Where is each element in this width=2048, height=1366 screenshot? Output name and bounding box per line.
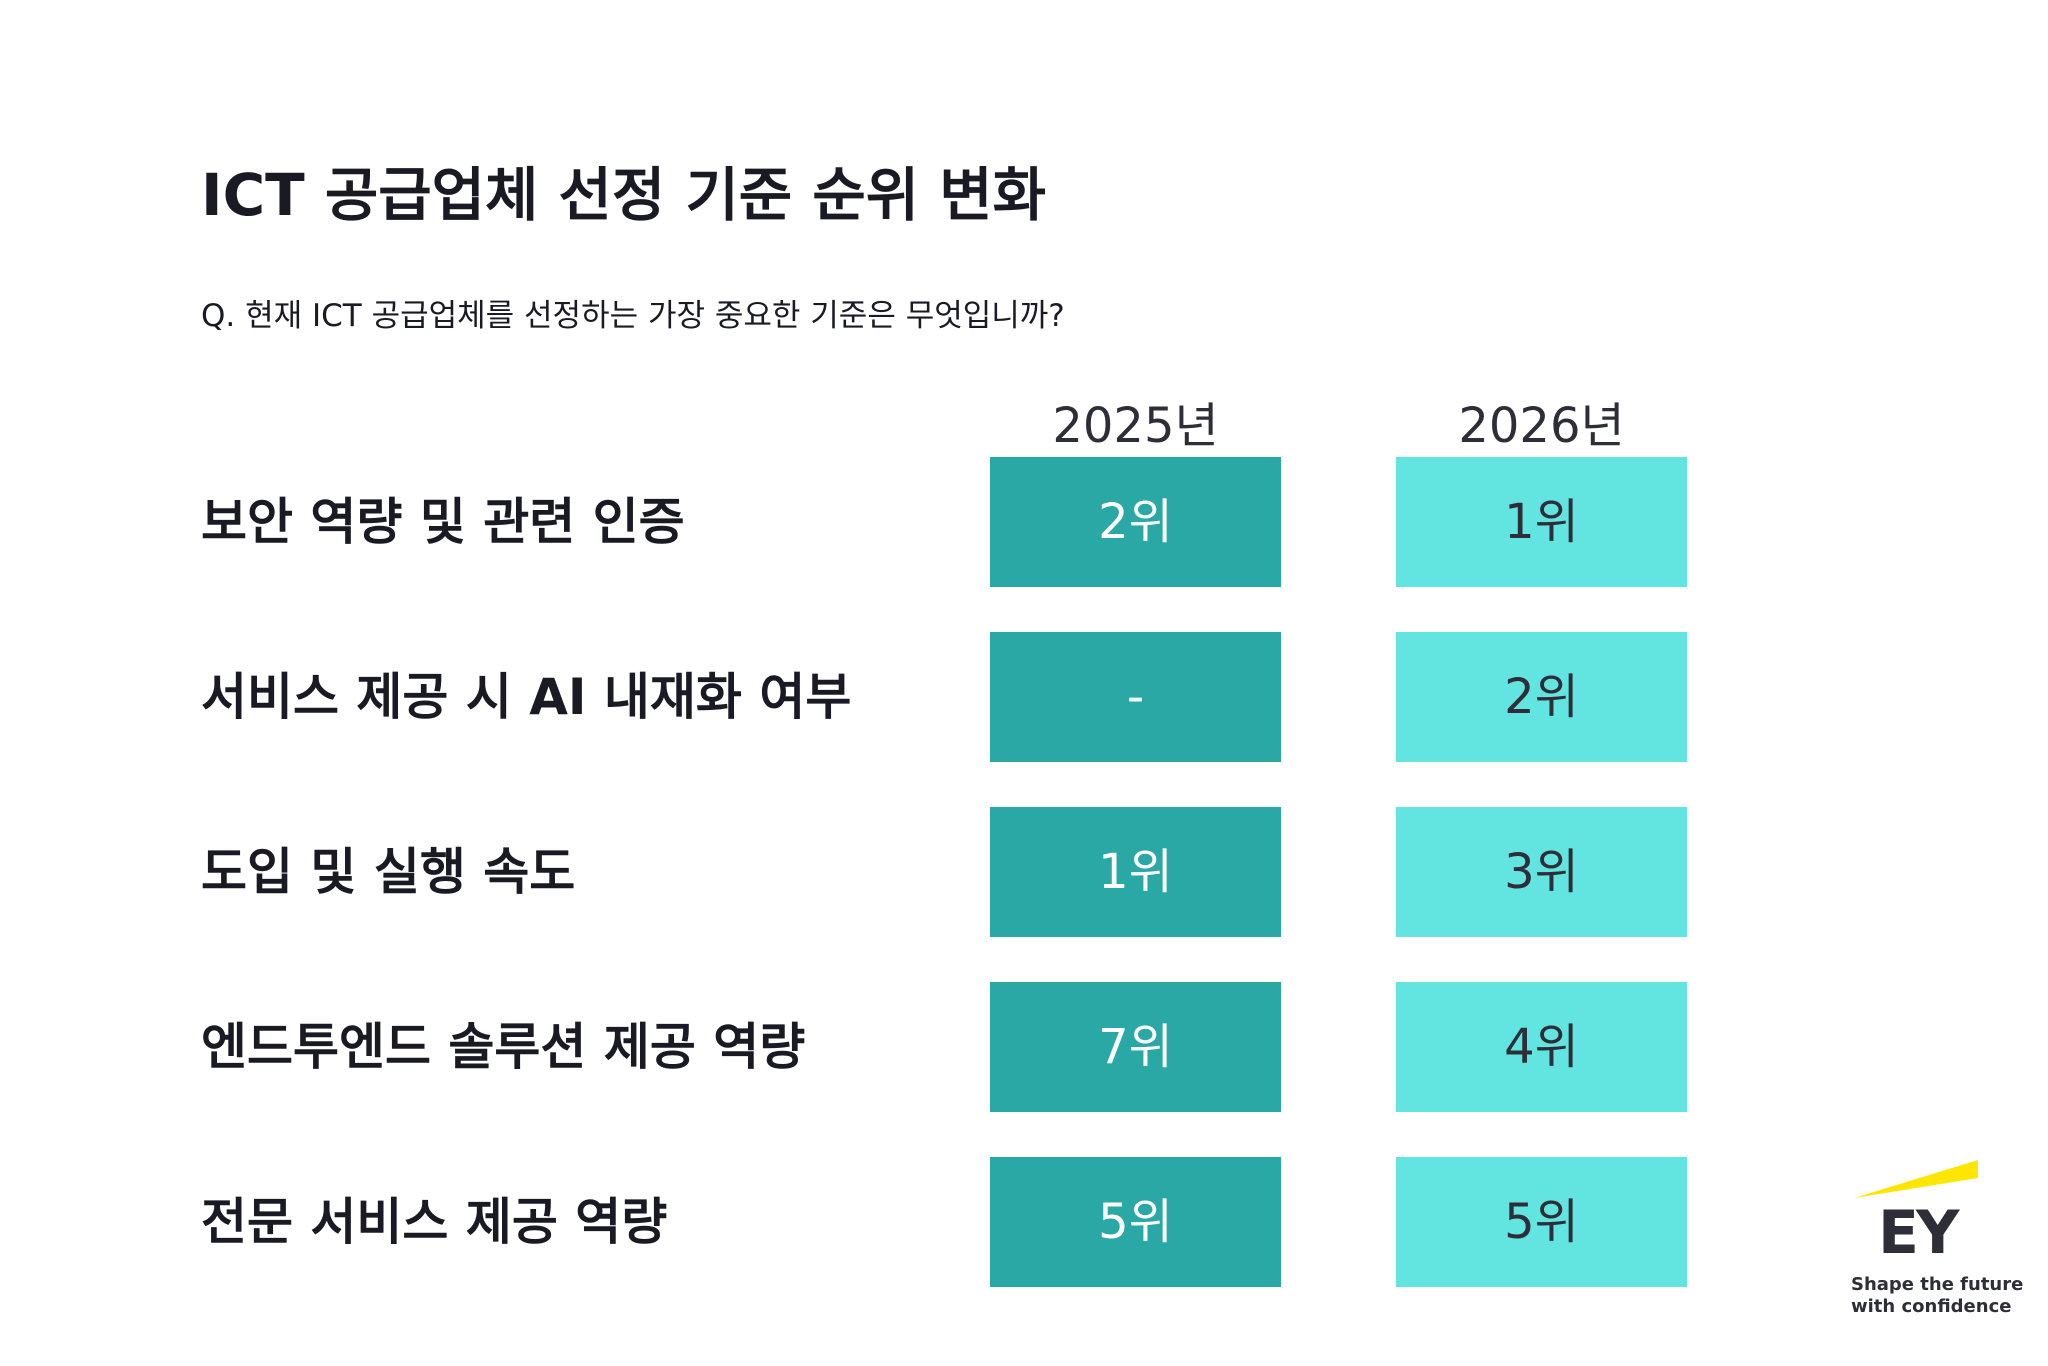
rank-cell: 2위 — [1396, 632, 1687, 762]
column-header: 2026년 — [1458, 398, 1625, 454]
row-label: 도입 및 실행 속도 — [201, 843, 576, 901]
row-label: 엔드투엔드 솔루션 제공 역량 — [201, 1018, 806, 1076]
tagline: with confidence — [1851, 1296, 2012, 1317]
logo-beam — [1854, 1160, 1978, 1198]
row-label: 서비스 제공 시 AI 내재화 여부 — [201, 668, 852, 726]
rank-cell: 7위 — [990, 982, 1281, 1112]
question: Q. 현재 ICT 공급업체를 선정하는 가장 중요한 기준은 무엇입니까? — [201, 298, 1065, 334]
rank-cell: - — [990, 632, 1281, 762]
tagline: Shape the future — [1851, 1274, 2024, 1295]
rank-cell: 4위 — [1396, 982, 1687, 1112]
logo: EY — [1878, 1198, 1959, 1268]
row-label: 보안 역량 및 관련 인증 — [201, 493, 685, 551]
column-header: 2025년 — [1052, 398, 1219, 454]
rank-cell: 2위 — [990, 457, 1281, 587]
rank-cell: 5위 — [990, 1157, 1281, 1287]
title: ICT 공급업체 선정 기준 순위 변화 — [201, 161, 1046, 229]
row-label: 전문 서비스 제공 역량 — [201, 1193, 668, 1251]
rank-cell: 5위 — [1396, 1157, 1687, 1287]
rank-cell: 1위 — [990, 807, 1281, 937]
rank-cell: 3위 — [1396, 807, 1687, 937]
rank-cell: 1위 — [1396, 457, 1687, 587]
